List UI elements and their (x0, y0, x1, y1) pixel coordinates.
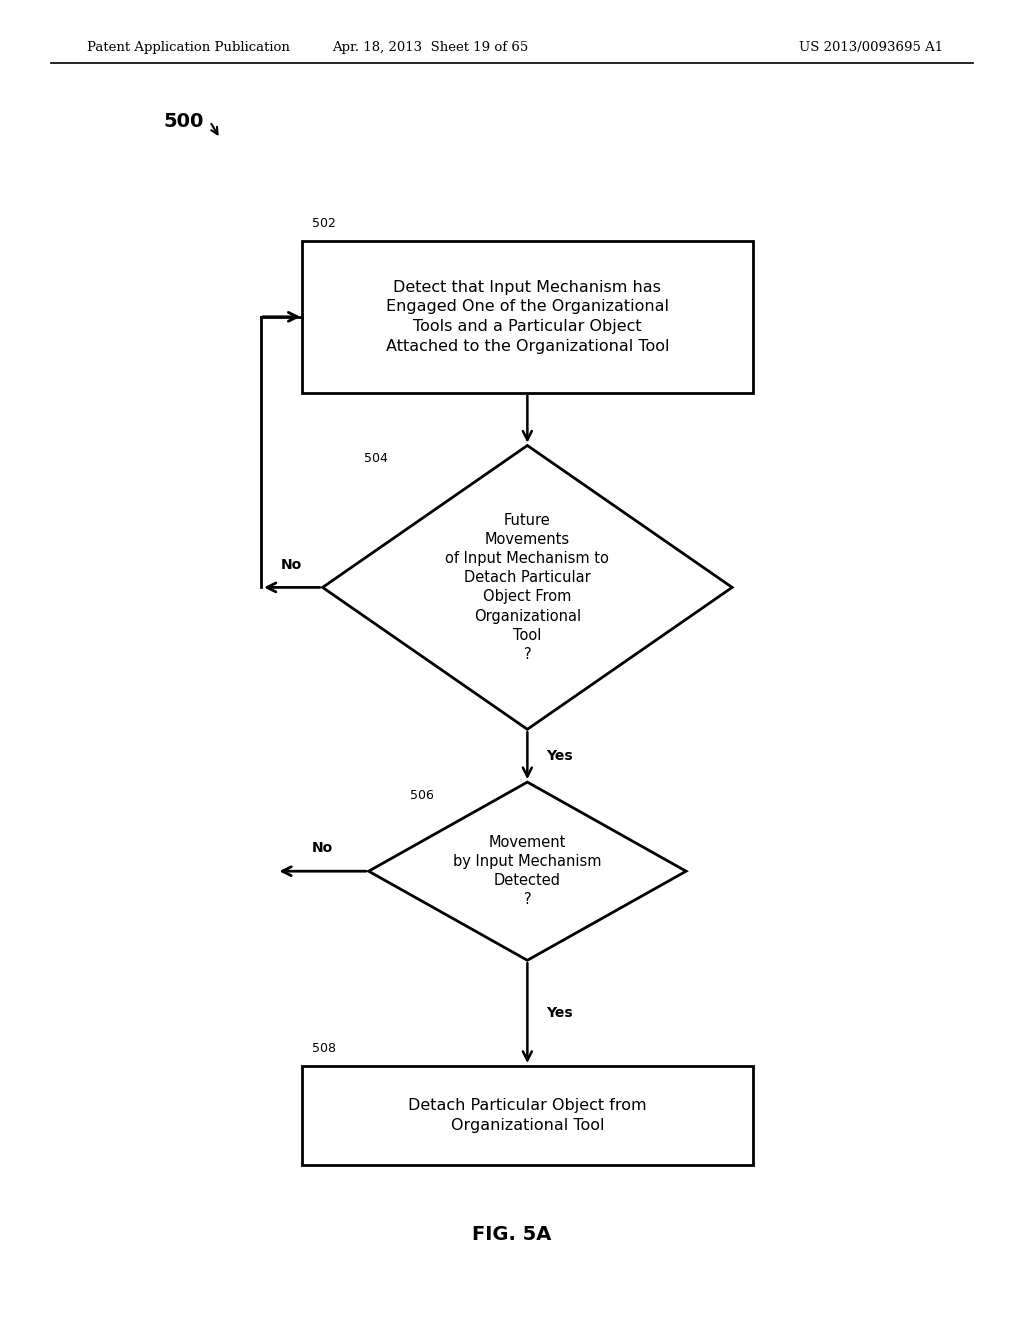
Text: Detect that Input Mechanism has
Engaged One of the Organizational
Tools and a Pa: Detect that Input Mechanism has Engaged … (386, 280, 669, 354)
Text: 506: 506 (410, 788, 433, 801)
Text: 502: 502 (312, 218, 336, 230)
Text: 504: 504 (364, 451, 387, 465)
Text: Apr. 18, 2013  Sheet 19 of 65: Apr. 18, 2013 Sheet 19 of 65 (332, 41, 528, 54)
Text: 508: 508 (312, 1043, 336, 1056)
Text: Detach Particular Object from
Organizational Tool: Detach Particular Object from Organizati… (408, 1098, 647, 1133)
Text: Future
Movements
of Input Mechanism to
Detach Particular
Object From
Organizatio: Future Movements of Input Mechanism to D… (445, 512, 609, 663)
FancyBboxPatch shape (302, 1067, 753, 1166)
Text: 500: 500 (164, 112, 204, 131)
Text: No: No (312, 841, 333, 855)
Text: No: No (282, 557, 302, 572)
Polygon shape (369, 781, 686, 961)
Polygon shape (323, 445, 732, 729)
Text: US 2013/0093695 A1: US 2013/0093695 A1 (799, 41, 943, 54)
Text: Yes: Yes (546, 748, 572, 763)
Text: FIG. 5A: FIG. 5A (472, 1225, 552, 1243)
FancyBboxPatch shape (302, 242, 753, 393)
Text: Patent Application Publication: Patent Application Publication (87, 41, 290, 54)
Text: Yes: Yes (546, 1006, 572, 1020)
Text: Movement
by Input Mechanism
Detected
?: Movement by Input Mechanism Detected ? (453, 836, 602, 908)
